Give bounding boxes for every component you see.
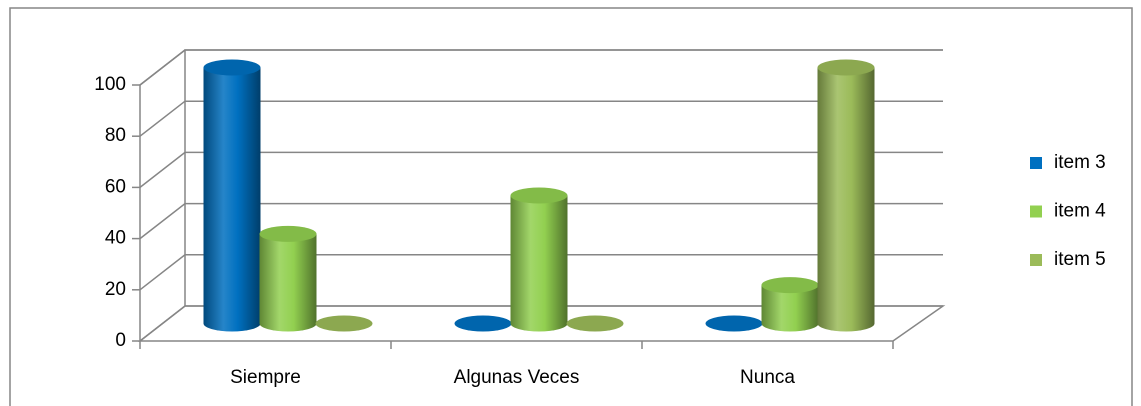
bar (566, 315, 624, 332)
bar-body (817, 67, 875, 332)
bar-body (259, 233, 317, 332)
bar (761, 277, 819, 332)
bar-top (566, 315, 624, 332)
bar (510, 187, 568, 332)
bar-top (259, 225, 317, 242)
chart-frame (9, 7, 1133, 406)
bar-top (761, 277, 819, 294)
grid-line (139, 305, 943, 342)
x-tick-label: Nunca (740, 367, 795, 388)
legend-swatch (1030, 205, 1042, 218)
bar (315, 315, 373, 332)
grid-line (139, 202, 943, 240)
legend-swatch (1030, 254, 1042, 266)
bar-body (203, 67, 261, 332)
bar (817, 59, 875, 332)
bar (259, 225, 317, 332)
x-tick-label: Algunas Veces (454, 367, 580, 388)
grid-line (139, 100, 943, 137)
y-tick-label: 0 (115, 330, 126, 351)
bar-top (705, 315, 763, 332)
legend-label: item 3 (1054, 152, 1106, 173)
y-tick-label: 40 (105, 228, 126, 249)
bar-body (761, 285, 819, 332)
grid-line (139, 151, 943, 188)
legend-swatch (1030, 157, 1042, 169)
y-tick-label: 20 (105, 279, 126, 300)
y-tick-label: 100 (94, 74, 126, 95)
grid-line (139, 254, 943, 291)
legend-label: item 5 (1054, 249, 1106, 270)
bar-top (817, 59, 875, 76)
y-tick-label: 60 (105, 176, 126, 197)
bar-top (203, 59, 261, 76)
y-tick-label: 80 (105, 125, 126, 146)
bar (454, 315, 512, 332)
bar-body (510, 195, 568, 332)
bar-top (315, 315, 373, 332)
bar (203, 59, 261, 332)
legend-label: item 4 (1054, 201, 1106, 222)
grid-line (139, 49, 943, 86)
x-tick-label: Siempre (230, 367, 301, 388)
bar-top (510, 187, 568, 204)
bar-top (454, 315, 512, 332)
bar (705, 315, 763, 332)
